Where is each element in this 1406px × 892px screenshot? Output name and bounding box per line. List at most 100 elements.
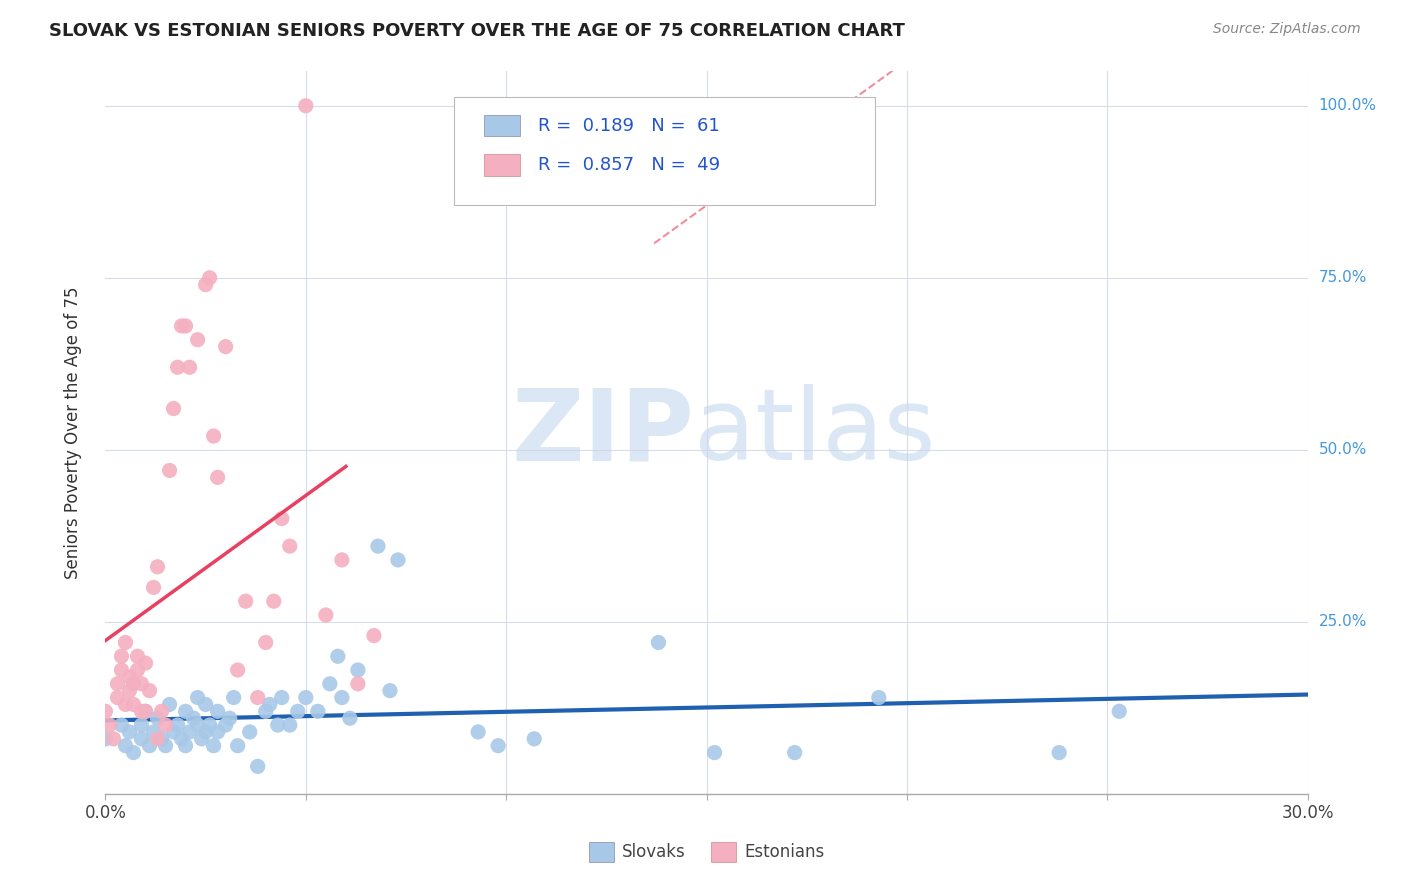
Point	[347, 677, 370, 691]
Point	[202, 429, 225, 443]
Point	[246, 759, 269, 773]
Point	[207, 470, 229, 484]
Point	[194, 725, 217, 739]
Point	[162, 725, 184, 739]
Point	[287, 704, 309, 718]
Point	[170, 731, 193, 746]
Text: 25.0%: 25.0%	[1319, 615, 1367, 630]
Point	[295, 690, 318, 705]
Point	[114, 739, 136, 753]
Text: SLOVAK VS ESTONIAN SENIORS POVERTY OVER THE AGE OF 75 CORRELATION CHART: SLOVAK VS ESTONIAN SENIORS POVERTY OVER …	[49, 22, 905, 40]
Point	[122, 746, 145, 760]
Point	[295, 99, 318, 113]
Point	[138, 683, 160, 698]
Point	[110, 663, 132, 677]
Point	[146, 711, 169, 725]
Point	[138, 739, 160, 753]
Point	[114, 698, 136, 712]
Point	[127, 663, 149, 677]
Point	[131, 677, 153, 691]
Point	[190, 731, 212, 746]
Point	[146, 731, 169, 746]
Point	[387, 553, 409, 567]
FancyBboxPatch shape	[484, 154, 520, 176]
Point	[179, 725, 201, 739]
Point	[194, 277, 217, 292]
Point	[131, 718, 153, 732]
Point	[122, 698, 145, 712]
Point	[363, 629, 385, 643]
Point	[254, 635, 277, 649]
Point	[486, 739, 509, 753]
Text: 75.0%: 75.0%	[1319, 270, 1367, 285]
Text: R =  0.857   N =  49: R = 0.857 N = 49	[538, 156, 720, 174]
Point	[194, 698, 217, 712]
Point	[226, 663, 249, 677]
Point	[226, 739, 249, 753]
Legend: Slovaks, Estonians: Slovaks, Estonians	[582, 835, 831, 869]
Point	[467, 725, 489, 739]
Point	[174, 318, 197, 333]
Y-axis label: Seniors Poverty Over the Age of 75: Seniors Poverty Over the Age of 75	[63, 286, 82, 579]
Point	[783, 746, 806, 760]
Point	[187, 718, 209, 732]
Point	[187, 690, 209, 705]
Point	[263, 594, 285, 608]
Point	[122, 677, 145, 691]
Point	[127, 649, 149, 664]
Point	[218, 711, 240, 725]
Point	[94, 704, 117, 718]
Point	[118, 670, 141, 684]
Point	[94, 731, 117, 746]
Point	[166, 718, 188, 732]
Point	[330, 553, 353, 567]
Text: atlas: atlas	[695, 384, 936, 481]
Point	[187, 333, 209, 347]
Point	[270, 690, 292, 705]
Point	[114, 635, 136, 649]
Point	[207, 725, 229, 739]
Point	[155, 739, 177, 753]
Point	[367, 539, 389, 553]
Point	[107, 690, 129, 705]
Point	[103, 731, 125, 746]
Point	[202, 739, 225, 753]
Point	[198, 718, 221, 732]
Point	[174, 704, 197, 718]
Point	[150, 704, 173, 718]
Point	[135, 656, 157, 670]
Point	[131, 731, 153, 746]
FancyBboxPatch shape	[454, 96, 875, 205]
Point	[118, 725, 141, 739]
Point	[330, 690, 353, 705]
Point	[254, 704, 277, 718]
Point	[110, 718, 132, 732]
Point	[307, 704, 329, 718]
Point	[155, 718, 177, 732]
Point	[235, 594, 257, 608]
Point	[319, 677, 342, 691]
Point	[174, 739, 197, 753]
Text: Source: ZipAtlas.com: Source: ZipAtlas.com	[1213, 22, 1361, 37]
Point	[207, 704, 229, 718]
Point	[110, 649, 132, 664]
Point	[118, 683, 141, 698]
Point	[270, 511, 292, 525]
Point	[146, 559, 169, 574]
Point	[326, 649, 349, 664]
Point	[222, 690, 245, 705]
Point	[150, 731, 173, 746]
Point	[131, 704, 153, 718]
Point	[259, 698, 281, 712]
Point	[523, 731, 546, 746]
Point	[267, 718, 290, 732]
Point	[1108, 704, 1130, 718]
Point	[239, 725, 262, 739]
Point	[142, 581, 165, 595]
Point	[868, 690, 890, 705]
Point	[135, 704, 157, 718]
FancyBboxPatch shape	[484, 115, 520, 136]
Text: 50.0%: 50.0%	[1319, 442, 1367, 458]
Point	[339, 711, 361, 725]
Point	[1047, 746, 1070, 760]
